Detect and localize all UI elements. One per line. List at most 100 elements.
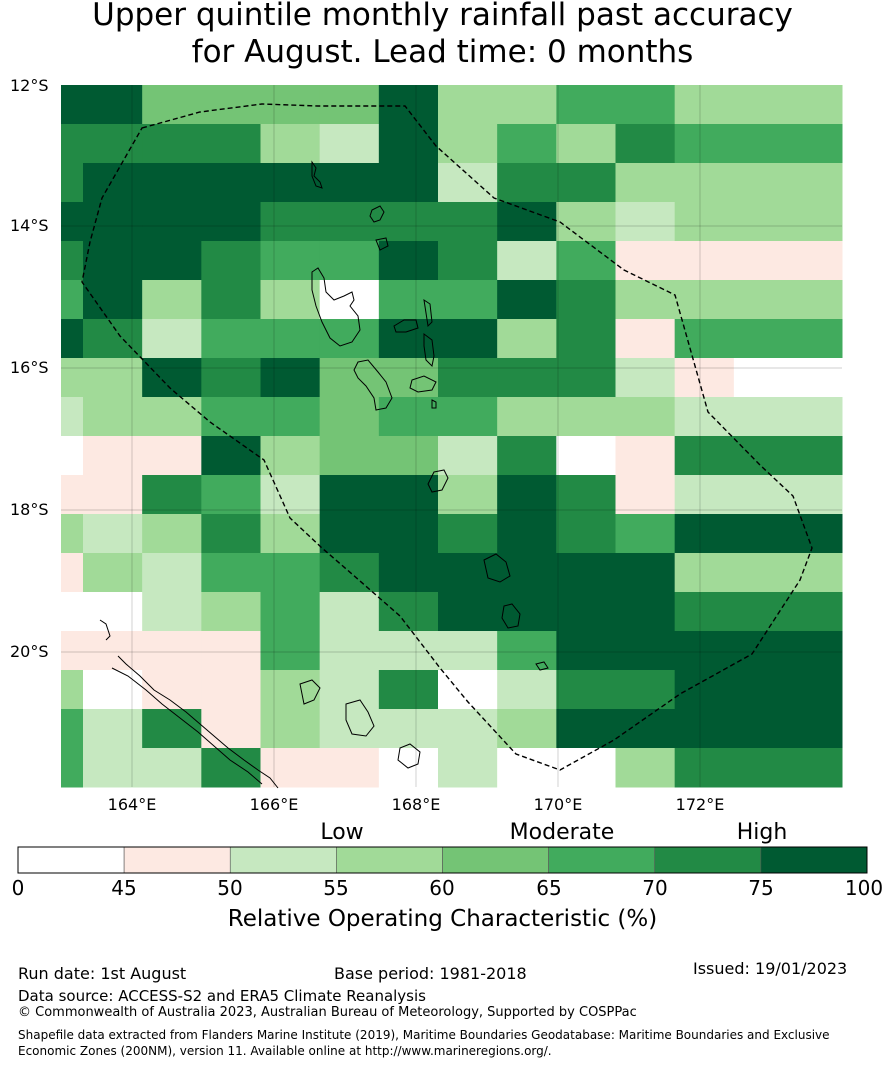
grid-cell (83, 436, 143, 476)
grid-cell (378, 631, 439, 671)
grid-cell (556, 397, 616, 437)
grid-cell (319, 319, 380, 359)
grid-cell (556, 436, 616, 476)
loyalty-islands-mare (397, 743, 421, 769)
grid-cell (83, 670, 143, 710)
grid-cell (378, 709, 439, 749)
colorbar-tick-50: 50 (217, 876, 243, 900)
grid-cell (556, 85, 616, 125)
grid-cell (83, 397, 143, 437)
grid-cell (378, 280, 439, 320)
grid-cell (142, 514, 202, 554)
grid-cell (319, 163, 380, 203)
grid-cell (201, 163, 261, 203)
grid-cell (674, 280, 843, 320)
grid-cell (615, 358, 676, 398)
grid-cell (497, 709, 557, 749)
grid-cell (319, 631, 380, 671)
grid-cell (674, 631, 843, 671)
ambae-island (393, 319, 419, 333)
grid-cell (615, 553, 676, 593)
grid-cell (319, 241, 380, 281)
grid-cell (497, 163, 557, 203)
lon-label-170e: 170°E (533, 795, 583, 814)
category-moderate: Moderate (509, 820, 615, 845)
grid-cell (615, 202, 676, 242)
grid-cell (438, 436, 498, 476)
lon-label-166e: 166°E (249, 795, 299, 814)
grid-cell (142, 280, 202, 320)
grid-cell (61, 280, 84, 320)
grid-cell (378, 436, 439, 476)
grid-cell (556, 358, 616, 398)
category-high: High (736, 820, 788, 845)
grid-cell (61, 709, 84, 749)
grid-cell (83, 358, 143, 398)
accuracy-grid (61, 85, 843, 788)
grid-cell (674, 397, 843, 437)
grid-cell (556, 709, 616, 749)
lat-label-20s: 20°S (10, 642, 49, 661)
grid-cell (438, 748, 498, 788)
grid-cell (319, 436, 380, 476)
grid-cell (260, 124, 321, 164)
grid-cell (438, 85, 498, 125)
grid-cell (319, 514, 380, 554)
grid-cell (260, 475, 321, 515)
lat-label-18s: 18°S (10, 500, 49, 519)
grid-cell (674, 514, 843, 554)
grid-cell (438, 163, 498, 203)
grid-cell (319, 85, 380, 125)
grid-cell (674, 358, 735, 398)
grid-cell (61, 631, 84, 671)
grid-cell (497, 85, 557, 125)
grid-cell (438, 397, 498, 437)
issued-date: Issued: 19/01/2023 (693, 959, 848, 978)
shapefile-credit-line-1: Shapefile data extracted from Flanders M… (18, 1028, 830, 1042)
lat-label-14s: 14°S (10, 216, 49, 235)
grid-cell (615, 514, 676, 554)
grid-cell (674, 241, 843, 281)
colorbar-segment (548, 846, 656, 874)
grid-cell (674, 85, 843, 125)
grid-cell (83, 592, 143, 632)
colorbar-tick-75: 75 (748, 876, 774, 900)
grid-cell (556, 670, 616, 710)
grid-cell (319, 202, 380, 242)
colorbar-tick-55: 55 (323, 876, 349, 900)
grid-cell (201, 670, 261, 710)
grid-cell (61, 475, 84, 515)
grid-cell (83, 709, 143, 749)
grid-cell (260, 553, 321, 593)
grid-cell (201, 436, 261, 476)
grid-cell (260, 397, 321, 437)
colorbar-label: Relative Operating Characteristic (%) (227, 906, 658, 932)
grid-cell (142, 748, 202, 788)
grid-cell (674, 475, 843, 515)
lon-label-164e: 164°E (107, 795, 157, 814)
grid-cell (378, 475, 439, 515)
eez-boundary (81, 103, 813, 771)
colorbar-tick-60: 60 (429, 876, 455, 900)
grid-cell (260, 280, 321, 320)
grid-cell (201, 475, 261, 515)
efate-island (427, 469, 449, 493)
grid-cell (260, 319, 321, 359)
grid-cell (201, 514, 261, 554)
grid-cell (319, 475, 380, 515)
colorbar-segment (654, 846, 762, 874)
grid-cell (615, 124, 676, 164)
grid-cell (674, 709, 843, 749)
base-period: Base period: 1981-2018 (334, 964, 527, 983)
grid-cell (615, 436, 676, 476)
grid-cell (83, 241, 143, 281)
grid-cell (260, 709, 321, 749)
grid-cell (83, 319, 143, 359)
grid-cell (61, 436, 84, 476)
epi-island (431, 399, 437, 409)
grid-cell (142, 124, 202, 164)
colorbar-segment (123, 846, 231, 874)
banks-islands (369, 205, 385, 223)
erromango-island (483, 553, 511, 583)
grid-cell (201, 592, 261, 632)
